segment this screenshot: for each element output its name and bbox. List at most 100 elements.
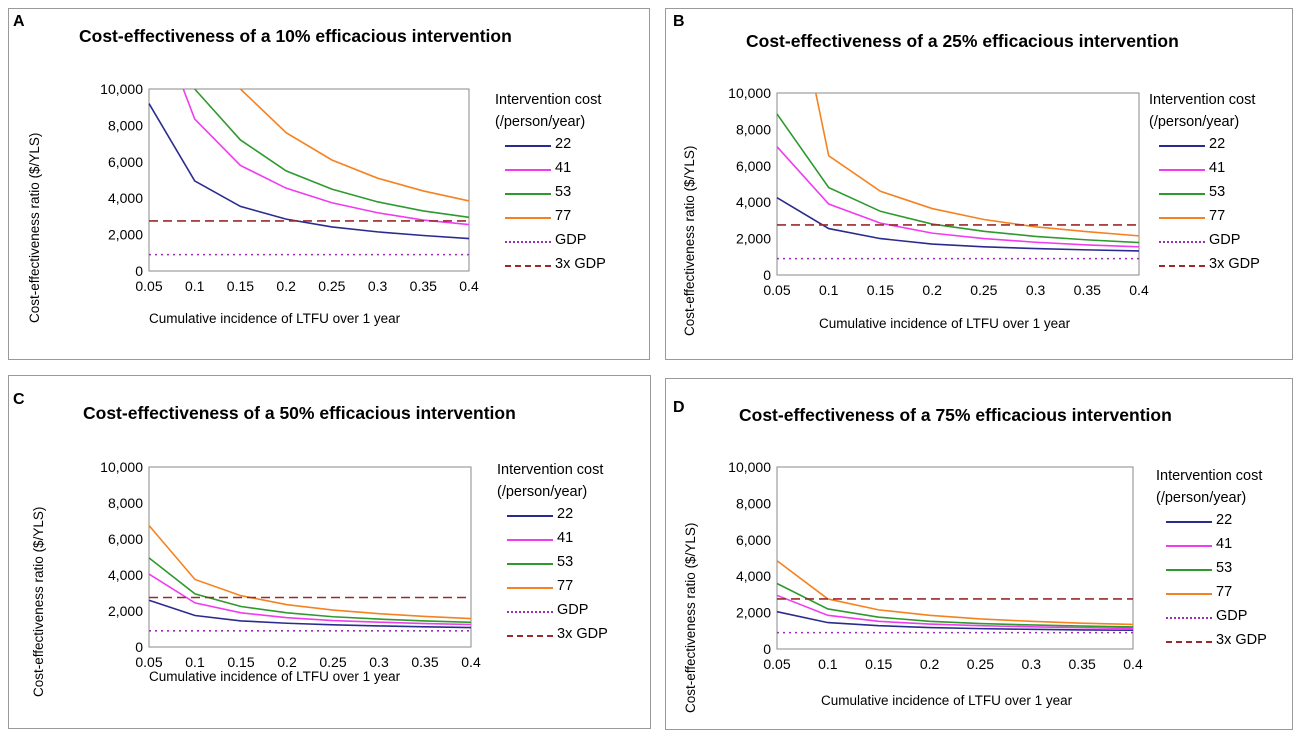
legend-item: GDP: [495, 229, 601, 253]
legend-label: 53: [557, 554, 574, 570]
y-tick-label: 8,000: [108, 117, 143, 133]
legend: Intervention cost (/person/year) 22 41 53 77 G…: [495, 89, 606, 277]
x-tick-label: 0.25: [319, 654, 346, 670]
legend-label: 41: [1209, 160, 1226, 176]
plot-frame: [148, 466, 472, 648]
legend-label: 53: [555, 184, 572, 200]
legend-swatch: [505, 241, 551, 243]
x-axis-label: Cumulative incidence of LTFU over 1 year: [149, 311, 401, 326]
plot-frame: [776, 92, 1140, 276]
chart-title: Cost-effectiveness of a 10% efficacious …: [79, 26, 512, 46]
legend-swatch: [1159, 145, 1205, 147]
x-tick-label: 0.3: [368, 278, 388, 294]
legend-swatch: [505, 217, 551, 219]
legend-item: 53: [1156, 557, 1262, 581]
legend: Intervention cost (/person/year) 22 41 53 77 G…: [497, 459, 608, 647]
series-line-41: [148, 573, 472, 626]
legend-label: 77: [555, 208, 572, 224]
legend-swatch: [507, 587, 553, 589]
x-tick-label: 0.4: [1129, 282, 1149, 298]
legend-swatch: [507, 539, 553, 541]
legend-label: GDP: [1209, 232, 1241, 248]
x-tick-label: 0.25: [970, 282, 997, 298]
legend-label: GDP: [1216, 608, 1248, 624]
chart-panel-b: B Cost-effectiveness of a 25% efficacious…: [665, 8, 1293, 360]
series-line-53: [776, 582, 1134, 628]
x-tick-label: 0.3: [1022, 656, 1042, 672]
x-tick-label: 0.4: [461, 654, 481, 670]
legend-swatch: [1166, 569, 1212, 571]
series-line-77: [239, 88, 470, 202]
legend-title: Intervention cost: [1149, 92, 1256, 108]
x-tick-label: 0.05: [135, 278, 162, 294]
legend-item: 53: [495, 181, 601, 205]
legend-item: 41: [1149, 157, 1255, 181]
legend-item: 53: [1149, 181, 1255, 205]
plot-area: 0 2,000 4,000 6,000 8,000 10,000 0.05 0.1 0.15 0.…: [100, 81, 479, 294]
x-tick-label: 0.25: [318, 278, 345, 294]
y-tick-label: 4,000: [736, 568, 771, 584]
panel-letter: B: [673, 13, 685, 30]
series-line-53: [776, 113, 1140, 244]
y-tick-label: 10,000: [100, 81, 143, 97]
legend-item: 77: [1156, 581, 1262, 605]
chart-panel-d: D Cost-effectiveness of a 75% efficacious…: [665, 378, 1293, 730]
legend-title: (/person/year): [497, 484, 588, 500]
chart-panel-c: C Cost-effectiveness of a 50% efficacious…: [8, 375, 651, 729]
y-tick-label: 0: [763, 267, 771, 283]
legend-label: 22: [1216, 512, 1233, 528]
y-tick-label: 10,000: [100, 459, 143, 475]
legend-swatch: [507, 611, 553, 613]
x-axis-label: Cumulative incidence of LTFU over 1 year: [819, 316, 1071, 331]
plot-area: 0 2,000 4,000 6,000 8,000 10,000 0.05 0.1 0.15 0.…: [100, 459, 481, 670]
x-tick-label: 0.4: [459, 278, 479, 294]
series-line-41: [182, 88, 470, 226]
legend: Intervention cost (/person/year) 22 41 53 77 G…: [1156, 465, 1267, 653]
series-line-22: [148, 103, 470, 240]
legend-swatch: [1159, 193, 1205, 195]
y-tick-label: 6,000: [736, 158, 771, 174]
legend-label: 41: [557, 530, 574, 546]
series-line-77: [776, 560, 1134, 626]
series-line-22: [776, 610, 1134, 632]
legend-label: 3x GDP: [1216, 632, 1267, 648]
chart-title: Cost-effectiveness of a 50% efficacious …: [83, 403, 516, 423]
y-tick-label: 2,000: [108, 227, 143, 243]
legend-item: 3x GDP: [495, 253, 606, 277]
legend-swatch: [507, 563, 553, 565]
legend-swatch: [1166, 641, 1212, 643]
y-tick-label: 10,000: [728, 85, 771, 101]
x-tick-label: 0.1: [818, 656, 838, 672]
y-tick-label: 8,000: [736, 121, 771, 137]
x-tick-label: 0.2: [277, 654, 297, 670]
x-tick-label: 0.15: [865, 656, 892, 672]
legend-title: Intervention cost: [1156, 468, 1263, 484]
legend-title: (/person/year): [1149, 114, 1240, 130]
legend-label: 22: [1209, 136, 1226, 152]
legend-label: 22: [555, 136, 572, 152]
y-tick-label: 6,000: [736, 532, 771, 548]
legend-item: 22: [1149, 133, 1255, 157]
y-tick-label: 8,000: [108, 495, 143, 511]
legend-item: 41: [495, 157, 601, 181]
x-tick-label: 0.1: [185, 654, 205, 670]
panel-letter: D: [673, 399, 685, 416]
plot-area: 0 2,000 4,000 6,000 8,000 10,000 0.05 0.1 0.15 0.…: [728, 459, 1143, 672]
legend-title: Intervention cost: [497, 462, 604, 478]
legend-item: 3x GDP: [1149, 253, 1260, 277]
y-tick-label: 6,000: [108, 154, 143, 170]
y-tick-label: 6,000: [108, 531, 143, 547]
series-line-77: [815, 92, 1140, 237]
legend-label: 3x GDP: [1209, 256, 1260, 272]
x-tick-label: 0.1: [819, 282, 839, 298]
legend-label: 77: [1216, 584, 1233, 600]
legend-item: GDP: [497, 599, 603, 623]
series-line-22: [148, 599, 472, 629]
legend-label: GDP: [557, 602, 589, 618]
chart-title: Cost-effectiveness of a 75% efficacious …: [739, 405, 1172, 425]
legend-title: Intervention cost: [495, 92, 602, 108]
legend-item: 22: [1156, 509, 1262, 533]
legend-swatch: [1166, 593, 1212, 595]
x-tick-label: 0.35: [1074, 282, 1101, 298]
legend-swatch: [507, 635, 553, 637]
